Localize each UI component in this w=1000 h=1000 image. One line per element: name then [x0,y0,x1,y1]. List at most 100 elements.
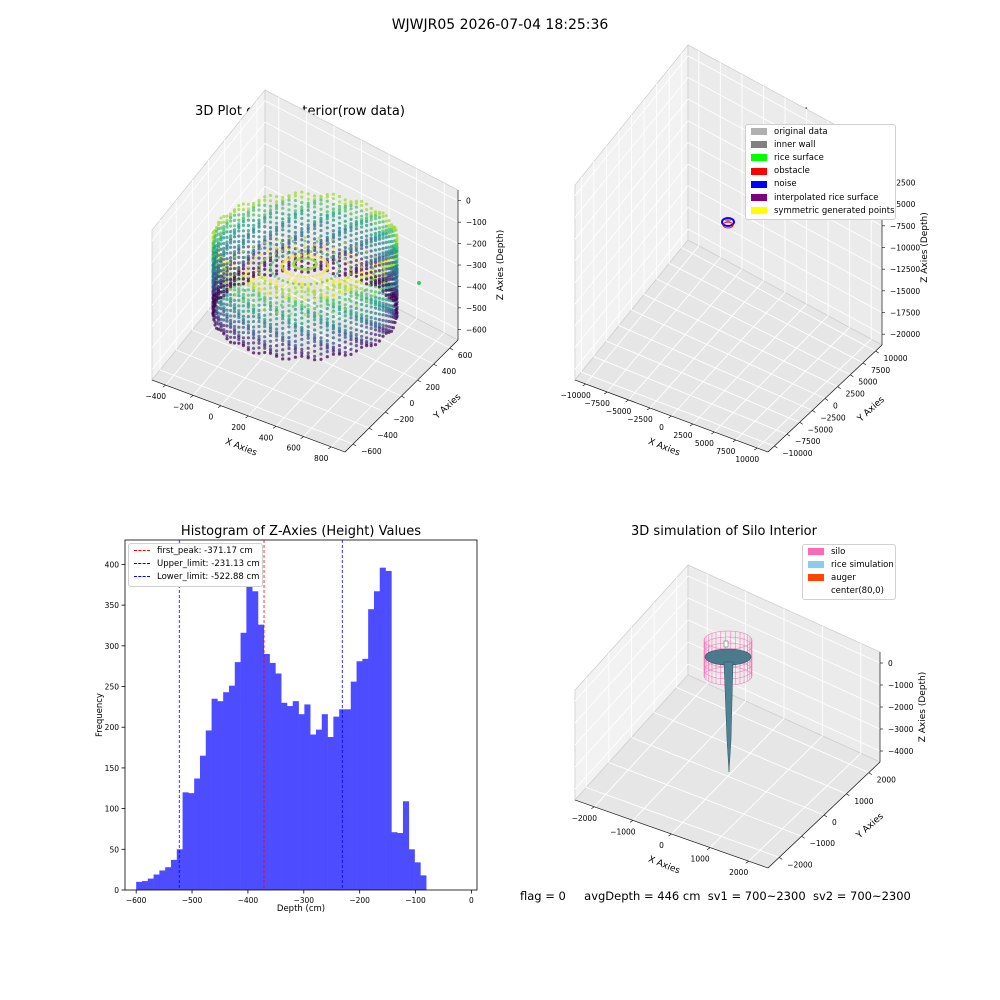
chart1-point [319,304,323,308]
chart1-point [257,314,261,318]
chart1-point [237,273,241,277]
chart1-point [229,285,233,289]
chart1-point [306,219,310,223]
chart1-point [211,231,215,235]
chart1-point [319,260,323,264]
chart1-point [241,319,245,323]
chart1-point [387,273,391,278]
chart1-point [306,309,310,313]
chart1-point [213,298,217,302]
chart1-point [354,296,358,300]
chart1-point [343,219,347,223]
chart1-x-tick [328,446,332,450]
chart1-point [215,312,219,316]
chart1-point [393,305,397,309]
chart1-zgrid [264,143,459,244]
chart1-x-tick [300,436,304,439]
chart1-point [225,290,229,294]
histogram-bar [170,859,178,890]
chart1-point [306,356,310,360]
chart1-point [225,283,229,287]
chart2-z-tick-label: −20000 [890,330,920,339]
chart1-point [216,263,221,267]
chart1-point [246,325,250,329]
chart1-point [293,247,297,251]
chart1-point [387,310,391,314]
chart1-point [281,249,285,254]
chart1-point [237,213,241,217]
chart1-point [349,224,353,228]
chart1-point [319,289,323,293]
legend-swatch [751,154,767,162]
chart1-point [257,351,261,355]
chart1-point [331,202,335,206]
chart1-point [211,246,215,250]
chart1-point [377,329,381,333]
chart1-point [212,318,216,322]
chart1-point [257,319,261,324]
chart1-point [215,268,219,272]
chart1-point [387,277,391,281]
chart1-point [387,271,391,275]
chart1-point [319,292,323,296]
chart1-point [216,263,221,267]
chart1-point [281,195,285,199]
chart1-point [306,285,310,289]
chart1-point [215,244,219,248]
chart1-point [349,202,353,206]
chart4-y-axis-label: Y Axies [854,811,886,841]
chart1-point [319,294,323,298]
legend-label: Upper_limit: -231.13 cm [157,558,260,569]
chart1-title: 3D Plot of Silo Interior(row data) [195,104,405,119]
chart1-point [229,266,233,270]
chart1-point [337,207,342,211]
chart1-point [369,218,373,222]
chart1-point [365,216,369,220]
chart4-ygrid-floor [631,737,825,816]
legend-swatch [751,180,767,188]
chart1-point [281,245,285,249]
chart1-point [246,240,250,244]
chart1-point [377,235,381,239]
chart1-point [250,293,254,297]
chart1-point [229,214,233,218]
chart1-point [280,266,284,270]
chart1-point [337,233,342,237]
chart1-point [293,213,297,217]
chart4-x-tick-label: 1000 [691,855,710,864]
chart1-point [300,227,304,231]
chart1-point [331,279,335,283]
chart1-point [263,256,267,261]
chart1-point [365,271,369,275]
chart1-point [241,245,245,249]
chart1-point [319,339,323,343]
chart1-point [232,331,237,335]
chart1-point [373,323,378,327]
chart1-point [389,250,394,255]
chart1-point [393,239,397,243]
chart1-point [216,322,221,326]
chart1-point [219,234,223,238]
legend-entry: auger [803,571,895,584]
chart1-point [263,241,267,245]
chart1-point [331,323,335,327]
chart1-point [281,279,285,282]
chart2-xgrid-floor [735,327,850,441]
histogram-bar [310,734,317,890]
chart1-point [222,250,226,254]
chart1-point [232,310,237,314]
chart1-point [319,194,323,198]
chart1-point [216,285,221,289]
chart1-point [332,246,336,250]
chart1-point [389,296,394,300]
chart4-x-tick-label: −1000 [610,827,636,836]
chart1-point [331,272,335,276]
chart1-point [213,305,217,309]
chart1-point [263,303,267,307]
chart1-point [232,281,237,285]
chart1-point [391,239,395,243]
chart1-point [394,299,398,303]
chart1-point [387,282,391,287]
chart1-point [252,201,256,206]
chart1-point [349,246,353,250]
